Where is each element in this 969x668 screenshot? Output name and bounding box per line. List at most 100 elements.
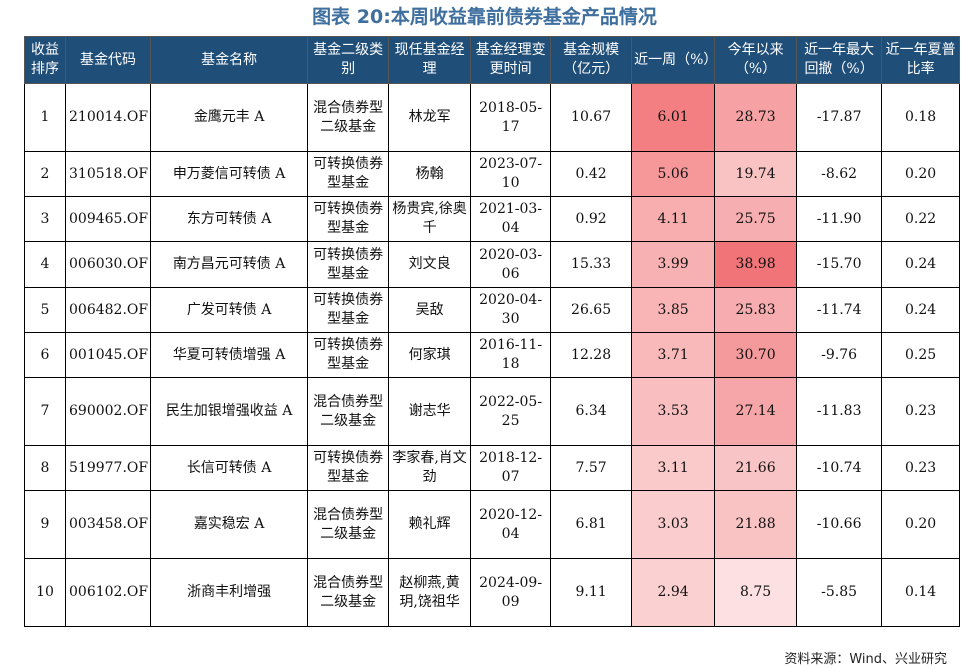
category-cell: 可转换债券型基金 — [307, 445, 390, 491]
code-cell: 210014.OF — [64, 83, 152, 152]
fund-table: 收益排序 基金代码 基金名称 基金二级类别 现任基金经理 基金经理变更时间 基金… — [24, 36, 961, 627]
name-cell: 长信可转债 A — [150, 445, 309, 491]
code-cell: 009465.OF — [64, 196, 152, 242]
drawdown-cell: -15.70 — [796, 241, 883, 288]
sharpe-cell: 0.25 — [881, 332, 961, 378]
name-cell: 嘉实稳宏 A — [150, 490, 309, 559]
week-return-cell: 6.01 — [631, 83, 716, 152]
header-week: 近一周（%） — [631, 36, 716, 84]
table-row: 2 310518.OF 申万菱信可转债 A 可转换债券型基金 杨翰 2023-07-10 0… — [24, 151, 961, 197]
manager-cell: 杨翰 — [388, 151, 472, 197]
code-cell: 006482.OF — [64, 287, 152, 333]
header-name: 基金名称 — [150, 36, 309, 84]
table-row: 4 006030.OF 南方昌元可转债 A 可转换债券型基金 刘文良 2020-03-06… — [24, 241, 961, 288]
category-cell: 混合债券型二级基金 — [307, 558, 390, 627]
ytd-return-cell: 25.83 — [714, 287, 798, 333]
header-rank: 收益排序 — [24, 36, 66, 84]
week-return-cell: 4.11 — [631, 196, 716, 242]
header-sharpe: 近一年夏普比率 — [881, 36, 961, 84]
name-cell: 申万菱信可转债 A — [150, 151, 309, 197]
drawdown-cell: -11.83 — [796, 377, 883, 446]
change-date-cell: 2020-03-06 — [470, 241, 552, 288]
ytd-return-cell: 8.75 — [714, 558, 798, 627]
table-row: 7 690002.OF 民生加银增强收益 A 混合债券型二级基金 谢志华 2022-05-… — [24, 377, 961, 446]
header-size: 基金规模（亿元） — [550, 36, 633, 84]
category-cell: 可转换债券型基金 — [307, 151, 390, 197]
manager-cell: 吴敌 — [388, 287, 472, 333]
code-cell: 001045.OF — [64, 332, 152, 378]
change-date-cell: 2016-11-18 — [470, 332, 552, 378]
week-return-cell: 2.94 — [631, 558, 716, 627]
size-cell: 6.81 — [550, 490, 633, 559]
ytd-return-cell: 21.66 — [714, 445, 798, 491]
name-cell: 华夏可转债增强 A — [150, 332, 309, 378]
week-return-cell: 3.11 — [631, 445, 716, 491]
header-category: 基金二级类别 — [307, 36, 390, 84]
header-ytd: 今年以来（%） — [714, 36, 798, 84]
size-cell: 15.33 — [550, 241, 633, 288]
ytd-return-cell: 38.98 — [714, 241, 798, 288]
source-note: 资料来源：Wind、兴业研究 — [784, 652, 947, 667]
name-cell: 南方昌元可转债 A — [150, 241, 309, 288]
change-date-cell: 2018-12-07 — [470, 445, 552, 491]
manager-cell: 谢志华 — [388, 377, 472, 446]
code-cell: 003458.OF — [64, 490, 152, 559]
change-date-cell: 2020-04-30 — [470, 287, 552, 333]
ytd-return-cell: 19.74 — [714, 151, 798, 197]
week-return-cell: 3.71 — [631, 332, 716, 378]
drawdown-cell: -17.87 — [796, 83, 883, 152]
table-row: 6 001045.OF 华夏可转债增强 A 可转换债券型基金 何家琪 2016-11-18… — [24, 332, 961, 378]
size-cell: 7.57 — [550, 445, 633, 491]
category-cell: 混合债券型二级基金 — [307, 83, 390, 152]
code-cell: 006030.OF — [64, 241, 152, 288]
rank-cell: 5 — [24, 287, 66, 333]
sharpe-cell: 0.18 — [881, 83, 961, 152]
rank-cell: 2 — [24, 151, 66, 197]
manager-cell: 何家琪 — [388, 332, 472, 378]
category-cell: 可转换债券型基金 — [307, 196, 390, 242]
code-cell: 310518.OF — [64, 151, 152, 197]
sharpe-cell: 0.24 — [881, 241, 961, 288]
sharpe-cell: 0.20 — [881, 151, 961, 197]
rank-cell: 8 — [24, 445, 66, 491]
manager-cell: 赵柳燕,黄玥,饶祖华 — [388, 558, 472, 627]
name-cell: 东方可转债 A — [150, 196, 309, 242]
manager-cell: 刘文良 — [388, 241, 472, 288]
manager-cell: 林龙军 — [388, 83, 472, 152]
drawdown-cell: -10.66 — [796, 490, 883, 559]
table-row: 10 006102.OF 浙商丰利增强 混合债券型二级基金 赵柳燕,黄玥,饶祖华 2024… — [24, 558, 961, 627]
ytd-return-cell: 28.73 — [714, 83, 798, 152]
week-return-cell: 5.06 — [631, 151, 716, 197]
drawdown-cell: -11.74 — [796, 287, 883, 333]
name-cell: 浙商丰利增强 — [150, 558, 309, 627]
change-date-cell: 2021-03-04 — [470, 196, 552, 242]
ytd-return-cell: 25.75 — [714, 196, 798, 242]
drawdown-cell: -5.85 — [796, 558, 883, 627]
sharpe-cell: 0.24 — [881, 287, 961, 333]
size-cell: 26.65 — [550, 287, 633, 333]
sharpe-cell: 0.22 — [881, 196, 961, 242]
rank-cell: 1 — [24, 83, 66, 152]
week-return-cell: 3.85 — [631, 287, 716, 333]
category-cell: 可转换债券型基金 — [307, 241, 390, 288]
page-title: 图表 20:本周收益靠前债券基金产品情况 — [312, 6, 657, 28]
rank-cell: 3 — [24, 196, 66, 242]
manager-cell: 杨贵宾,徐奥千 — [388, 196, 472, 242]
rank-cell: 6 — [24, 332, 66, 378]
category-cell: 混合债券型二级基金 — [307, 377, 390, 446]
table-row: 8 519977.OF 长信可转债 A 可转换债券型基金 李家春,肖文劲 2018-12-… — [24, 445, 961, 491]
drawdown-cell: -10.74 — [796, 445, 883, 491]
name-cell: 金鹰元丰 A — [150, 83, 309, 152]
table-row: 1 210014.OF 金鹰元丰 A 混合债券型二级基金 林龙军 2018-05-17 10… — [24, 83, 961, 152]
rank-cell: 4 — [24, 241, 66, 288]
manager-cell: 李家春,肖文劲 — [388, 445, 472, 491]
header-row: 收益排序 基金代码 基金名称 基金二级类别 现任基金经理 基金经理变更时间 基金… — [24, 36, 961, 84]
change-date-cell: 2020-12-04 — [470, 490, 552, 559]
sharpe-cell: 0.14 — [881, 558, 961, 627]
category-cell: 可转换债券型基金 — [307, 332, 390, 378]
header-manager: 现任基金经理 — [388, 36, 472, 84]
size-cell: 0.42 — [550, 151, 633, 197]
manager-cell: 赖礼辉 — [388, 490, 472, 559]
ytd-return-cell: 27.14 — [714, 377, 798, 446]
header-change-date: 基金经理变更时间 — [470, 36, 552, 84]
